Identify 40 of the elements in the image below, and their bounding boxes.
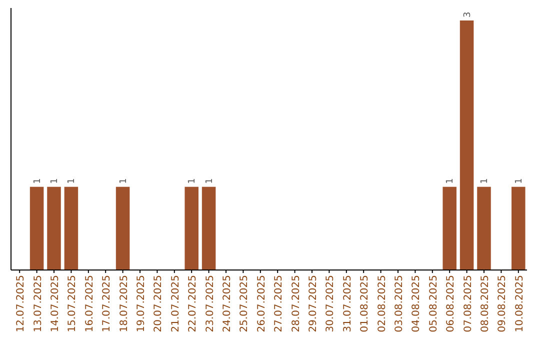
x-tick-label: 21.07.2025 [170, 275, 182, 332]
x-tick-label: 05.08.2025 [428, 275, 440, 332]
x-tick-label: 23.07.2025 [204, 275, 216, 332]
data-label: 1 [514, 178, 524, 184]
data-label: 1 [480, 178, 490, 184]
data-label: 3 [462, 12, 473, 18]
x-tick-label: 19.07.2025 [136, 275, 147, 332]
x-tick-label: 17.07.2025 [102, 275, 113, 332]
x-tick-label: 18.07.2025 [118, 275, 130, 332]
x-tick-label: 25.07.2025 [239, 275, 250, 332]
data-label: 1 [188, 178, 198, 184]
x-tick-label: 22.07.2025 [188, 275, 199, 332]
x-tick-label: 03.08.2025 [394, 275, 405, 332]
x-tick-label: 20.07.2025 [153, 275, 164, 332]
data-label: 1 [50, 178, 60, 184]
x-tick-label: 09.08.2025 [497, 275, 508, 332]
x-tick-label: 04.08.2025 [411, 275, 422, 332]
x-tick-label: 31.07.2025 [342, 275, 354, 332]
x-tick-label: 28.07.2025 [290, 275, 302, 332]
x-tick-label: 14.07.2025 [50, 275, 61, 332]
x-tick-label: 07.08.2025 [462, 275, 474, 332]
x-tick-label: 30.07.2025 [325, 275, 336, 332]
x-tick-label: 16.07.2025 [84, 275, 96, 332]
data-label: 1 [118, 178, 129, 184]
x-tick-label: 02.08.2025 [376, 275, 388, 332]
x-tick-label: 29.07.2025 [308, 275, 319, 332]
x-tick-label: 26.07.2025 [256, 275, 268, 332]
x-tick-label: 27.07.2025 [274, 275, 285, 332]
x-tick-label: 24.07.2025 [222, 275, 233, 332]
x-tick-label: 06.08.2025 [446, 275, 457, 332]
data-label: 1 [446, 178, 456, 184]
x-tick-label: 13.07.2025 [32, 275, 44, 332]
x-tick-label: 10.08.2025 [514, 275, 526, 332]
data-label: 1 [67, 178, 78, 184]
x-tick-label: 15.07.2025 [67, 275, 78, 332]
x-tick-label: 01.08.2025 [360, 275, 371, 332]
x-tick-label: 08.08.2025 [480, 275, 491, 332]
x-tick-label: 12.07.2025 [16, 275, 27, 332]
data-label: 1 [204, 178, 215, 184]
data-label: 1 [32, 178, 43, 184]
